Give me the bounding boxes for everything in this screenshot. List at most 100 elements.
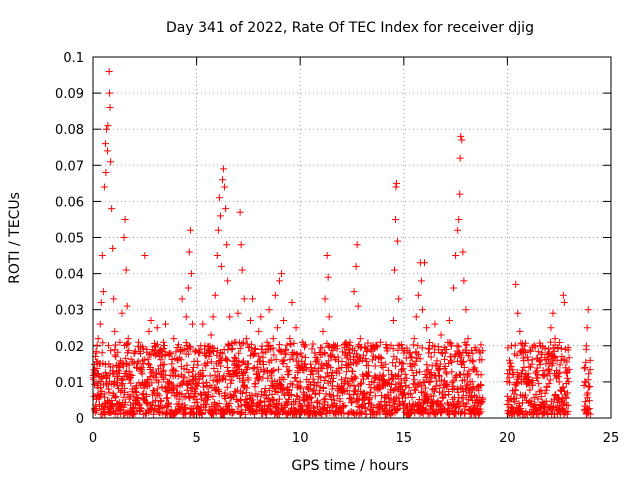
data-point-band [541,389,549,397]
data-point-band [189,393,197,401]
data-point-band [402,403,410,411]
data-point-band [150,410,158,418]
data-point-band [126,393,134,401]
data-point-band [304,384,312,392]
data-point-band [479,394,487,402]
data-point [123,302,131,310]
data-point-band [539,367,547,375]
data-point-band [401,370,409,378]
data-point-band [213,351,221,359]
data-point-band [92,347,100,355]
data-point-band [376,338,384,346]
data-point-band [178,346,186,354]
data-point-band [424,344,432,352]
x-axis-label: GPS time / hours [291,458,408,474]
data-point-band [402,382,410,390]
data-point-band [408,367,416,375]
data-point-band [224,340,232,348]
data-point-band [585,397,593,405]
data-point-band [358,379,366,387]
data-point-band [221,395,229,403]
data-point-band [93,341,101,349]
data-point-band [308,345,316,353]
data-point-band [412,369,420,377]
data-point-band [312,382,320,390]
data-point-band [223,383,231,391]
data-point-band [310,386,318,394]
data-point-band [403,374,411,382]
data-point [98,252,106,260]
data-point-band [194,361,202,369]
data-point-band [438,400,446,408]
data-point-band [582,342,590,350]
data-point-band [564,401,572,409]
y-tick-label: 0.1 [63,51,84,66]
data-point-band [239,339,247,347]
data-point-band [405,384,413,392]
data-point-band [552,391,560,399]
data-point-band [206,348,214,356]
data-point-band [293,351,301,359]
data-point-band [581,398,589,406]
data-point-band [158,403,166,411]
data-point-band [416,355,424,363]
data-point-band [318,344,326,352]
data-point [108,205,116,213]
data-point-band [128,372,136,380]
data-point-band [280,375,288,383]
data-point [417,277,425,285]
data-point-band [110,380,118,388]
data-point-band [434,366,442,374]
data-point-band [285,370,293,378]
data-point-band [297,349,305,357]
data-point [96,320,104,328]
data-point-band [471,364,479,372]
data-point-band [215,399,223,407]
data-point-band [362,355,370,363]
data-point-band [407,389,415,397]
data-point-band [476,381,484,389]
data-point [325,313,333,321]
data-point-band [148,379,156,387]
data-point-band [112,393,120,401]
data-point-band [193,357,201,365]
data-point-band [102,379,110,387]
data-point-band [352,374,360,382]
data-point-band [333,403,341,411]
data-point [104,147,112,155]
data-point-band [401,389,409,397]
data-point [99,288,107,296]
data-point-band [544,355,552,363]
data-point-band [341,402,349,410]
data-point-band [309,340,317,348]
data-point-band [279,384,287,392]
data-point-band [185,342,193,350]
data-point-band [392,372,400,380]
data-point-band [256,373,264,381]
data-point-band [146,363,154,371]
data-point-band [164,394,172,402]
data-point-band [235,349,243,357]
data-point-band [339,402,347,410]
data-point-band [340,387,348,395]
data-point [423,324,431,332]
data-point [240,295,248,303]
data-point [410,335,418,343]
data-point-band [137,405,145,413]
data-point-band [230,408,238,416]
data-point [353,241,361,249]
data-point-band [432,382,440,390]
data-point-band [247,347,255,355]
data-point-band [228,344,236,352]
data-point [460,277,468,285]
data-point-band [343,386,351,394]
data-point-band [586,382,594,390]
y-tick-label: 0.01 [55,376,84,391]
data-point-band [241,368,249,376]
data-point-band [192,381,200,389]
data-point [162,320,170,328]
data-point-band [184,350,192,358]
data-point-band [160,360,168,368]
data-point-band [445,390,453,398]
